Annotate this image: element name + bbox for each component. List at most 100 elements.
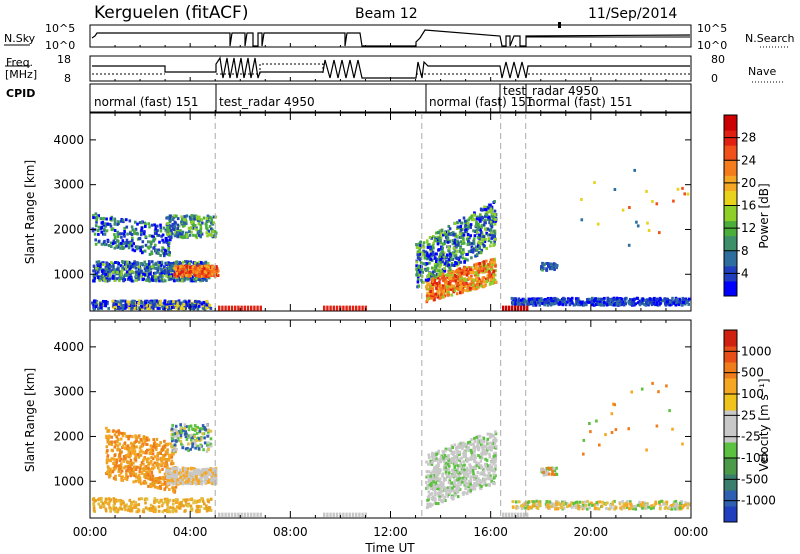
echo-cell xyxy=(443,267,446,270)
echo-cell xyxy=(138,479,141,483)
echo-cell xyxy=(139,463,143,467)
echo-cell xyxy=(421,270,424,274)
echo-cell xyxy=(205,504,208,508)
echo-cell xyxy=(111,270,115,274)
echo-cell xyxy=(123,442,126,446)
echo-cell xyxy=(112,429,115,433)
echo-cell xyxy=(200,218,204,222)
echo-cell xyxy=(208,269,212,273)
echo-cell xyxy=(505,305,508,311)
echo-cell xyxy=(162,265,166,269)
echo-cell xyxy=(237,305,240,311)
echo-cell xyxy=(468,236,471,240)
echo-cell xyxy=(190,217,193,221)
echo-cell xyxy=(165,476,169,480)
echo-cell xyxy=(127,437,130,441)
echo-cell xyxy=(425,294,429,298)
echo-cell xyxy=(162,304,166,308)
echo-cell xyxy=(200,469,203,473)
echo-cell xyxy=(166,271,170,275)
echo-cell xyxy=(118,459,122,463)
echo-cell xyxy=(465,253,468,256)
echo-cell xyxy=(153,455,157,459)
echo-cell xyxy=(93,300,96,304)
echo-cell xyxy=(619,297,623,301)
echo-cell xyxy=(184,306,187,310)
echo-cell xyxy=(428,261,431,265)
echo-cell xyxy=(120,466,123,470)
echo-cell xyxy=(151,275,155,279)
echo-cell xyxy=(490,214,493,218)
echo-cell xyxy=(156,224,159,228)
echo-cell xyxy=(191,215,195,219)
echo-cell xyxy=(109,474,112,477)
echo-cell xyxy=(92,216,95,220)
cpid-label: CPID xyxy=(6,87,35,100)
echo-cell xyxy=(201,432,204,436)
echo-cell xyxy=(207,430,210,434)
echo-cell xyxy=(477,226,481,230)
echo-cell xyxy=(459,232,462,236)
echo-cell xyxy=(176,478,180,482)
echo-cell xyxy=(173,222,176,226)
echo-cell xyxy=(432,274,436,277)
echo-cell xyxy=(131,228,135,232)
echo-cell xyxy=(160,268,163,272)
echo-cell xyxy=(170,300,173,304)
echo-cell xyxy=(189,226,192,230)
echo-cell xyxy=(483,280,486,284)
echo-cell xyxy=(125,444,128,448)
echo-cell xyxy=(201,276,204,280)
echo-cell xyxy=(672,199,675,203)
echo-cell xyxy=(153,497,157,501)
nsearch-label: N.Search xyxy=(745,32,795,45)
echo-cell xyxy=(513,297,516,301)
echo-cell xyxy=(148,260,151,264)
echo-cell xyxy=(159,272,162,276)
echo-cell xyxy=(492,244,495,247)
echo-cell xyxy=(174,231,177,235)
echo-cell xyxy=(177,471,181,475)
echo-cell xyxy=(155,443,158,446)
echo-cell xyxy=(207,469,211,473)
echo-cell xyxy=(493,229,496,233)
echo-cell xyxy=(179,434,183,438)
echo-cell xyxy=(157,466,160,470)
echo-cell xyxy=(466,258,469,262)
echo-cell xyxy=(494,219,497,223)
echo-cell xyxy=(126,468,129,472)
echo-cell xyxy=(206,424,209,427)
echo-cell xyxy=(437,236,440,240)
echo-cell xyxy=(134,266,138,270)
echo-cell xyxy=(459,255,462,259)
echo-cell xyxy=(198,274,201,278)
echo-cell xyxy=(113,217,116,221)
echo-cell xyxy=(199,235,202,239)
echo-cell xyxy=(148,272,152,276)
echo-cell xyxy=(114,268,117,272)
cpid-segment-3: normal (fast) 151 xyxy=(429,95,533,109)
echo-cell xyxy=(675,298,679,301)
echo-cell xyxy=(148,507,152,510)
echo-cell xyxy=(439,258,442,262)
echo-cell xyxy=(169,238,172,242)
echo-cell xyxy=(525,299,528,303)
echo-cell xyxy=(437,248,440,252)
echo-cell xyxy=(488,270,491,273)
echo-cell xyxy=(109,217,113,221)
echo-cell xyxy=(194,277,198,280)
echo-cell xyxy=(142,510,146,514)
echo-cell xyxy=(538,303,541,307)
echo-cell xyxy=(442,289,446,293)
echo-cell xyxy=(596,222,600,226)
echo-cell xyxy=(456,261,460,265)
echo-cell xyxy=(131,448,135,452)
echo-cell xyxy=(546,303,550,307)
echo-cell xyxy=(614,298,617,302)
echo-cell xyxy=(166,503,169,506)
echo-cell xyxy=(107,244,111,247)
echo-cell xyxy=(165,274,168,278)
echo-cell xyxy=(157,233,161,237)
echo-cell xyxy=(483,208,486,212)
echo-cell xyxy=(520,298,523,302)
